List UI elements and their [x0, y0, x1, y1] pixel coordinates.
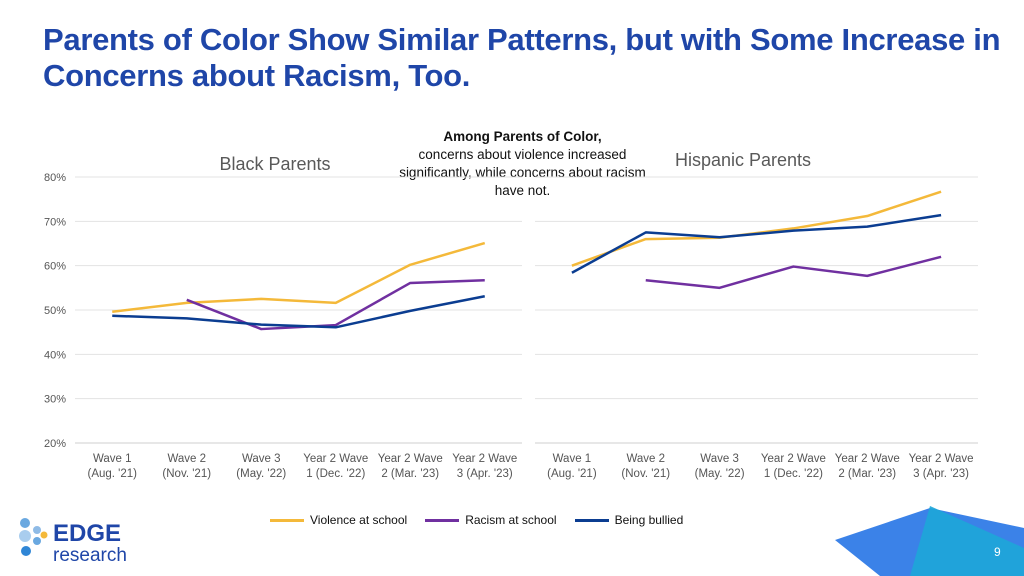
legend-label: Being bullied — [614, 513, 684, 527]
x-tick-label: Wave 3 (May. '22) — [236, 453, 286, 480]
note-body: concerns about violence increased signif… — [399, 147, 646, 198]
series-line-racism-at-school — [645, 255, 942, 290]
x-tick-label: Wave 1 (Aug. '21) — [547, 453, 597, 480]
series-line-violence-at-school — [571, 190, 942, 267]
x-tick-label: Wave 2 (Nov. '21) — [621, 453, 670, 480]
legend-bullied: Being bullied — [574, 513, 684, 527]
series-line-racism-at-school — [186, 279, 485, 331]
y-tick-label: 20% — [44, 438, 66, 450]
y-tick-label: 80% — [44, 172, 66, 184]
series-line-violence-at-school — [112, 241, 486, 314]
legend-swatch — [425, 518, 460, 522]
legend-label: Violence at school — [310, 513, 408, 527]
x-tick-label: Wave 3 (May. '22) — [695, 453, 745, 480]
y-tick-label: 50% — [44, 305, 66, 317]
chart-title: Hispanic Parents — [675, 150, 811, 170]
chart-title: Black Parents — [219, 154, 330, 174]
y-tick-label: 40% — [44, 349, 66, 361]
legend-swatch — [270, 518, 304, 522]
x-tick-label: Year 2 Wave 2 (Mar. '23) — [835, 453, 900, 480]
svg-text:research: research — [53, 545, 127, 566]
y-tick-label: 30% — [44, 394, 66, 406]
note-heading: Among Parents of Color, — [443, 129, 602, 144]
x-tick-label: Year 2 Wave 2 (Mar. '23) — [378, 453, 443, 480]
x-tick-label: Year 2 Wave 3 (Apr. '23) — [909, 453, 974, 480]
decorative-shape — [910, 506, 1024, 576]
svg-text:EDGE: EDGE — [53, 520, 121, 547]
legend-label: Racism at school — [465, 513, 557, 527]
y-tick-label: 60% — [44, 261, 66, 273]
y-tick-label: 70% — [44, 216, 66, 228]
series-line-being-bullied — [571, 213, 942, 274]
x-tick-label: Wave 1 (Aug. '21) — [88, 453, 138, 480]
legend-swatch — [574, 518, 609, 522]
legend: Violence at school Racism at school Bein… — [270, 513, 701, 527]
page-number: 9 — [994, 545, 1001, 559]
series-line-being-bullied — [112, 295, 485, 329]
legend-violence: Violence at school — [270, 513, 407, 527]
x-tick-label: Year 2 Wave 3 (Apr. '23) — [452, 453, 517, 480]
edge-research-logo: EDGE research — [19, 518, 127, 566]
legend-racism: Racism at school — [425, 513, 557, 527]
x-tick-label: Year 2 Wave 1 (Dec. '22) — [303, 453, 368, 480]
x-tick-label: Wave 2 (Nov. '21) — [162, 453, 211, 480]
slide-title: Parents of Color Show Similar Patterns, … — [43, 22, 1001, 93]
annotation-note: Among Parents of Color, concerns about v… — [385, 128, 660, 200]
x-tick-label: Year 2 Wave 1 (Dec. '22) — [761, 453, 826, 480]
